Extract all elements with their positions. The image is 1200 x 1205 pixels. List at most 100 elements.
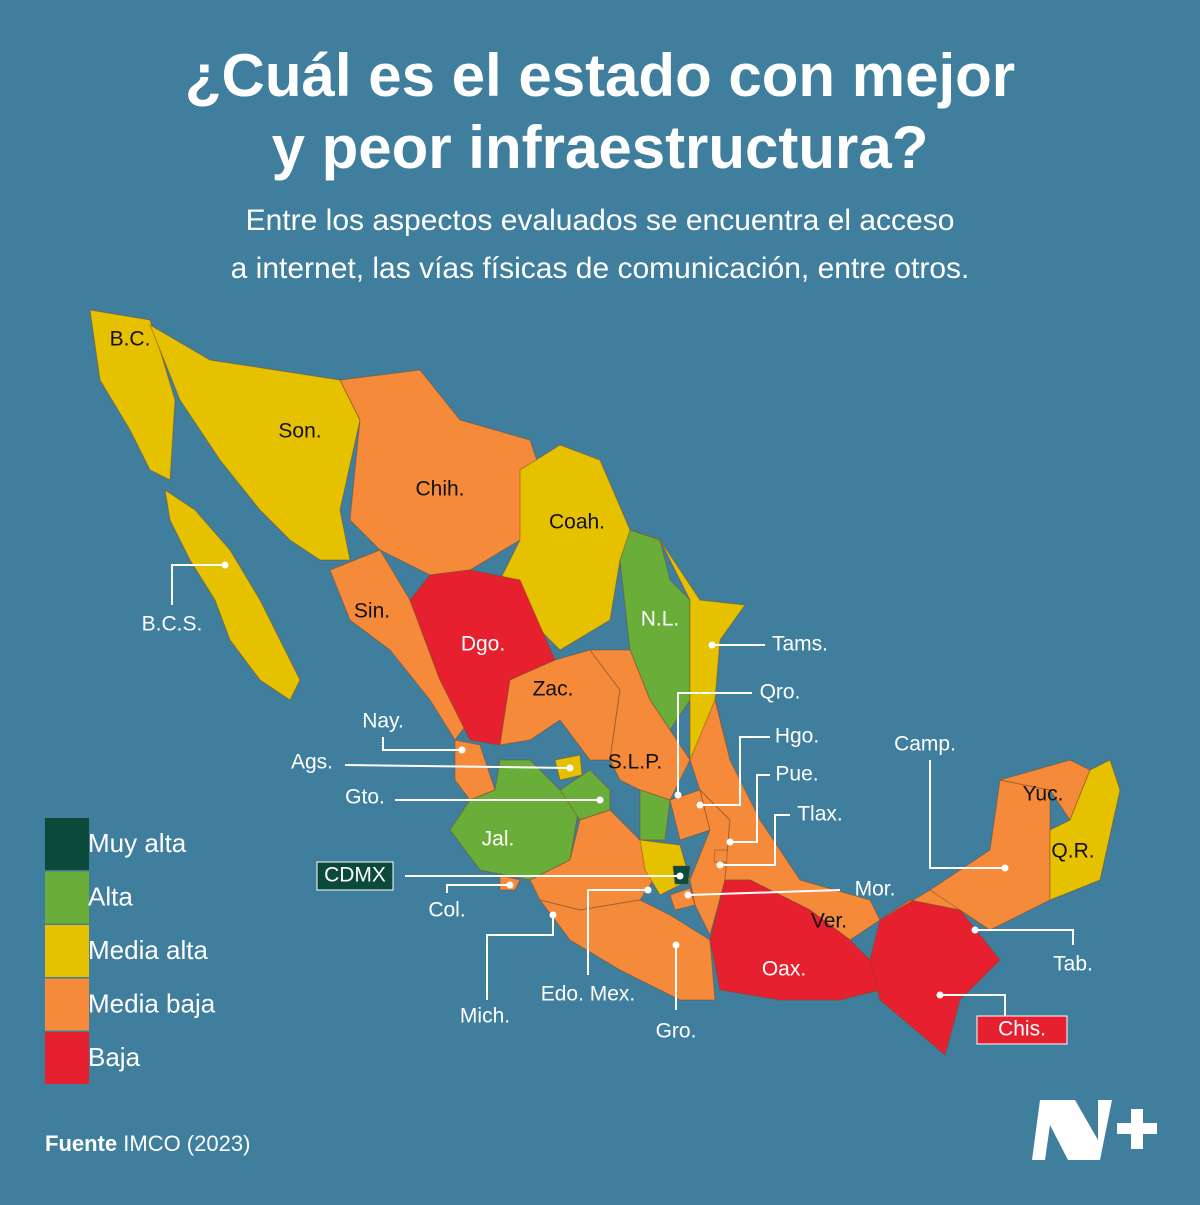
leader-dot	[696, 801, 704, 809]
leader-line	[720, 814, 790, 866]
state-label: Chih.	[415, 478, 464, 501]
logo-n	[1032, 1100, 1112, 1160]
state-label: Pue.	[775, 763, 818, 786]
leader-dot	[644, 886, 652, 894]
leader-dot	[596, 796, 604, 804]
state-label: Q.R.	[1051, 840, 1094, 863]
leader-line	[171, 564, 225, 605]
leader-line	[446, 884, 510, 893]
state-label: Jal.	[482, 828, 515, 851]
state-label: B.C.	[110, 328, 151, 351]
leader-line	[975, 929, 1074, 945]
state-label: Gro.	[656, 1020, 697, 1043]
state-label: Mich.	[460, 1005, 510, 1028]
title: y peor infraestructura?	[272, 114, 929, 181]
leader-dot	[716, 861, 724, 869]
legend: Muy alta Alta Media alta Media baja Baja	[45, 818, 216, 1084]
leader-dot	[708, 641, 716, 649]
leader-line	[730, 774, 770, 843]
state-shape	[559, 769, 611, 821]
subtitle: Entre los aspectos evaluados se encuentr…	[246, 204, 955, 237]
subtitle: a internet, las vías físicas de comunica…	[231, 252, 970, 285]
legend-label: Media baja	[88, 988, 216, 1018]
leader-dot	[458, 746, 466, 754]
leader-dot	[936, 991, 944, 999]
state-label: Tab.	[1053, 953, 1093, 976]
legend-swatch	[45, 871, 89, 924]
leader-line	[344, 764, 571, 769]
leader-line	[940, 994, 1006, 1017]
state-shape	[329, 549, 471, 741]
leader-dot	[676, 872, 684, 880]
leader-dot	[684, 891, 692, 899]
state-label: Hgo.	[775, 725, 819, 748]
state-label: Tams.	[772, 633, 828, 656]
state-shape	[1049, 759, 1121, 901]
state-label: Ver.	[811, 910, 847, 933]
state-shape	[499, 444, 662, 651]
leader-line	[677, 692, 752, 795]
state-label: Sin.	[354, 600, 390, 623]
legend-label: Baja	[88, 1042, 141, 1072]
legend-swatch	[45, 978, 89, 1031]
leader-line	[700, 736, 770, 806]
state-label: S.L.P.	[608, 751, 663, 774]
leader-line	[486, 915, 554, 1000]
leader-dot	[1001, 864, 1009, 872]
label-box	[316, 861, 394, 891]
state-label: Ags.	[291, 751, 333, 774]
state-label: Camp.	[894, 733, 956, 756]
leader-dot	[672, 941, 680, 949]
state-label: Zac.	[533, 678, 574, 701]
state-label: Edo. Mex.	[541, 983, 636, 1006]
state-label: Col.	[428, 899, 465, 922]
legend-label: Muy alta	[88, 828, 187, 858]
leader-dot	[674, 791, 682, 799]
leader-line	[587, 889, 648, 975]
state-shape	[669, 887, 696, 911]
state-label: Dgo.	[461, 633, 505, 656]
state-label: Chis.	[998, 1018, 1046, 1041]
state-label: Son.	[278, 420, 321, 443]
map-labels: B.C. B.C.S. Son. Chih. Coah. N.L. Tams. Sin. Dgo…	[110, 328, 1095, 1045]
state-shape	[339, 369, 541, 576]
legend-swatch	[45, 1032, 89, 1084]
label-box	[976, 1015, 1068, 1045]
state-shape	[619, 529, 691, 731]
legend-label: Alta	[88, 881, 133, 911]
source: Fuente IMCO (2023)	[45, 1131, 250, 1156]
leader-dot	[221, 561, 229, 569]
map	[89, 309, 1121, 1056]
state-label: Tlax.	[797, 803, 843, 826]
leader-line	[382, 737, 462, 751]
state-label: Coah.	[549, 511, 605, 534]
leader-dot	[549, 911, 557, 919]
state-label: B.C.S.	[142, 613, 203, 636]
state-label: Mor.	[855, 878, 896, 901]
state-label: Gto.	[345, 786, 385, 809]
legend-swatch	[45, 925, 89, 977]
state-shape	[639, 789, 671, 841]
state-label: Nay.	[362, 710, 404, 733]
state-label: CDMX	[324, 864, 386, 887]
logo-plus	[1131, 1109, 1143, 1149]
title: ¿Cuál es el estado con mejor	[185, 42, 1015, 109]
legend-label: Media alta	[88, 935, 208, 965]
logo	[1032, 1100, 1157, 1160]
leader-line	[687, 889, 841, 896]
leader-line	[929, 760, 1005, 869]
state-shape	[164, 488, 301, 701]
leader-dot	[566, 764, 574, 772]
leader-dot	[506, 881, 514, 889]
source-text: IMCO (2023)	[123, 1131, 250, 1156]
legend-swatch	[45, 818, 89, 870]
leader-dot	[971, 926, 979, 934]
state-label: Oax.	[762, 958, 806, 981]
state-label: Yuc.	[1023, 783, 1064, 806]
source-label: Fuente	[45, 1131, 117, 1156]
state-label: Qro.	[760, 681, 801, 704]
leader-dot	[726, 838, 734, 846]
state-shape	[148, 323, 361, 561]
state-shape	[538, 899, 716, 1001]
